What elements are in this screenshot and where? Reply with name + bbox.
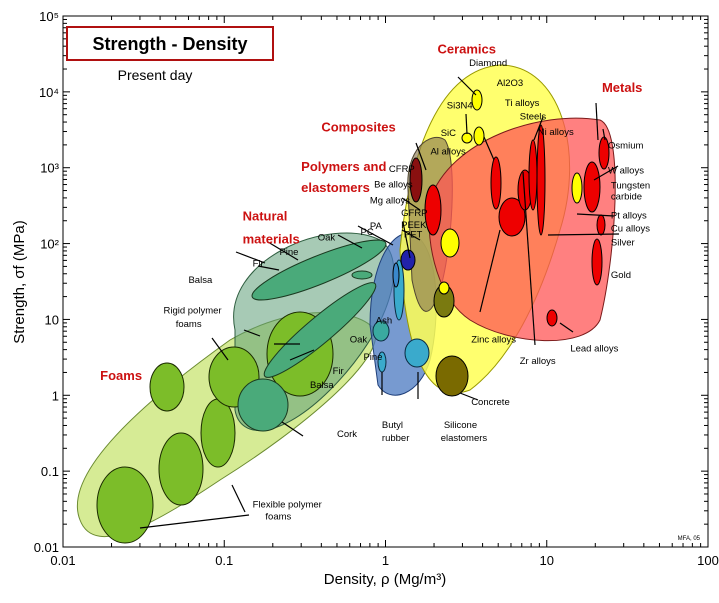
material-label: Concrete — [471, 397, 510, 408]
material-label: Oak — [318, 232, 336, 243]
chart-subtitle: Present day — [118, 67, 193, 83]
material-label: Mg alloys — [370, 195, 410, 206]
material-label: Cork — [337, 429, 357, 440]
material-label: elastomers — [441, 433, 488, 444]
y-tick-label: 0.1 — [41, 464, 59, 479]
chart-title: Strength - Density — [92, 34, 247, 54]
material-label: Zr alloys — [520, 356, 556, 367]
material-label: PC — [361, 227, 374, 238]
material-label: Cu alloys — [611, 223, 650, 234]
material-label: Ti alloys — [505, 98, 540, 109]
x-tick-label: 0.01 — [50, 553, 75, 568]
family-label: elastomers — [301, 180, 370, 195]
y-tick-label: 10⁵ — [39, 9, 59, 24]
family-label: Natural — [243, 209, 288, 224]
material-label: foams — [176, 319, 202, 330]
material-label: Osmium — [608, 140, 643, 151]
material-label: Balsa — [310, 380, 334, 391]
material-label: SiC — [441, 128, 456, 139]
family-label: Ceramics — [437, 42, 496, 57]
material-label: Fir — [333, 366, 344, 377]
material-label: Steels — [520, 112, 547, 123]
material-label: Be alloys — [374, 179, 413, 190]
x-tick-label: 1 — [382, 553, 389, 568]
material-label: Oak — [350, 334, 368, 345]
material-label: Silver — [611, 237, 635, 248]
material-label: Fir — [253, 258, 264, 269]
family-label: Metals — [602, 80, 642, 95]
y-axis-title: Strength, σf (MPa) — [11, 220, 28, 343]
material-label: Pine — [363, 352, 382, 363]
material-label: Tungsten — [611, 181, 650, 192]
material-label: Flexible polymer — [253, 500, 322, 511]
leader-lines — [139, 76, 620, 529]
y-tick-label: 1 — [52, 388, 59, 403]
material-label: Rigid polymer — [163, 305, 221, 316]
y-tick-label: 10 — [45, 312, 59, 327]
material-label: carbide — [611, 192, 642, 203]
material-label: CFRP — [389, 164, 415, 175]
family-label: Foams — [100, 368, 142, 383]
material-label: Al alloys — [430, 146, 466, 157]
material-label: foams — [265, 512, 291, 523]
family-label: Polymers and — [301, 159, 386, 174]
material-label: Zinc alloys — [471, 334, 516, 345]
material-label: Ash — [376, 316, 392, 327]
x-axis-title: Density, ρ (Mg/m³) — [324, 571, 446, 588]
material-label: PA — [370, 221, 383, 232]
axes: 0.01 0.1 1 10 100 0.01 0.1 1 10 10² 10³ 10⁴ 10⁵ — [34, 9, 719, 568]
y-tick-label: 10³ — [40, 161, 59, 176]
material-label: PEEK — [401, 220, 427, 231]
material-label: Silicone — [444, 420, 477, 431]
y-tick-label: 0.01 — [34, 540, 59, 555]
title-box — [66, 26, 274, 61]
material-label: Al2O3 — [497, 78, 523, 89]
material-labels: Diamond Al2O3 Si3N4 Ti alloys Steels Ni alloy… — [163, 58, 650, 523]
x-tick-label: 0.1 — [215, 553, 233, 568]
y-tick-label: 10² — [40, 237, 59, 252]
material-label: Ni alloys — [538, 127, 574, 138]
y-tick-label: 10⁴ — [39, 85, 59, 100]
family-label: Composites — [321, 120, 395, 135]
material-label: Balsa — [188, 275, 212, 286]
family-label: materials — [243, 232, 300, 247]
material-label: rubber — [382, 433, 409, 444]
material-label: Diamond — [469, 58, 507, 69]
x-tick-label: 10 — [540, 553, 554, 568]
material-label: Si3N4 — [447, 101, 473, 112]
material-bubbles — [96, 89, 610, 544]
material-label: PET — [404, 230, 423, 241]
material-label: Pine — [279, 247, 298, 258]
credit-label: MFA, 05 — [678, 536, 701, 542]
material-label: Butyl — [382, 420, 403, 431]
material-label: W alloys — [608, 165, 644, 176]
material-label: Lead alloys — [570, 343, 618, 354]
material-label: GFRP — [401, 208, 427, 219]
family-labels: Ceramics Metals Composites Polymers and elas… — [100, 42, 642, 383]
material-label: Gold — [611, 270, 631, 281]
x-tick-label: 100 — [697, 553, 719, 568]
material-label: Pt alloys — [611, 210, 647, 221]
